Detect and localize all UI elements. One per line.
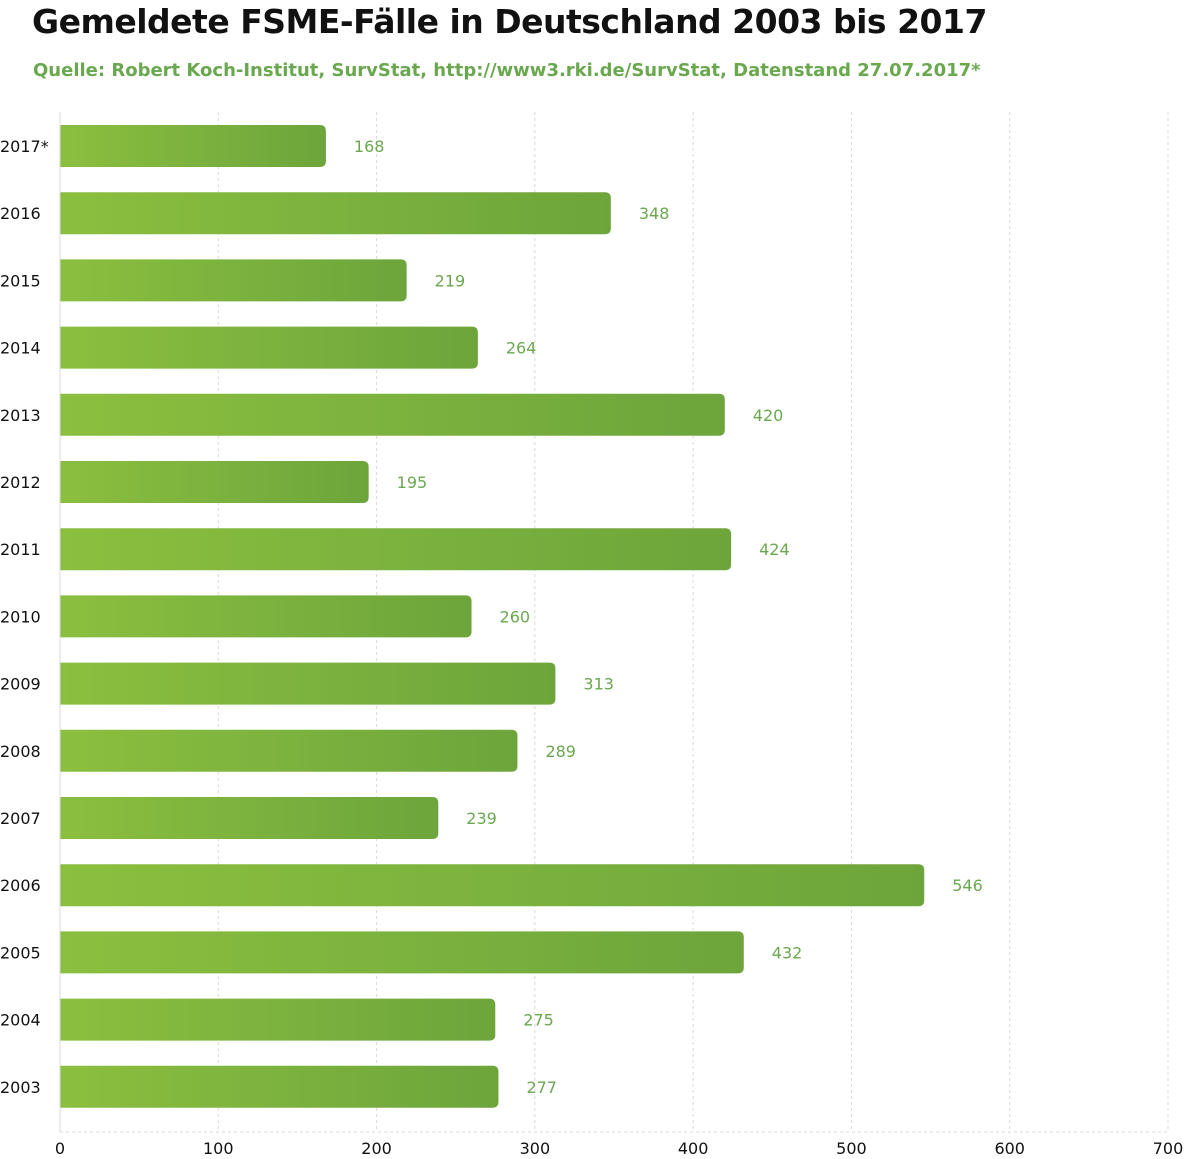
data-label: 219 bbox=[435, 271, 466, 290]
chart-subtitle: Quelle: Robert Koch-Institut, SurvStat, … bbox=[33, 60, 981, 81]
category-label: 2016 bbox=[0, 204, 41, 223]
data-label: 260 bbox=[500, 607, 531, 626]
category-label: 2004 bbox=[0, 1011, 41, 1030]
data-label: 195 bbox=[397, 473, 428, 492]
bar bbox=[60, 931, 744, 974]
category-label: 2005 bbox=[0, 943, 41, 962]
category-label: 2006 bbox=[0, 876, 41, 895]
bar bbox=[60, 125, 326, 167]
data-label: 289 bbox=[545, 742, 576, 761]
bar bbox=[60, 797, 439, 839]
data-label: 168 bbox=[354, 137, 385, 156]
x-tick-label: 200 bbox=[361, 1139, 392, 1158]
category-label: 2017* bbox=[0, 137, 49, 156]
data-label: 348 bbox=[639, 204, 670, 223]
category-label: 2011 bbox=[0, 540, 41, 559]
data-label: 277 bbox=[526, 1078, 557, 1097]
x-axis: 0 100 200 300 400 500 600 700 2017* 2016 2015 2014 2… bbox=[0, 112, 1183, 1158]
data-label: 424 bbox=[759, 540, 790, 559]
data-label: 432 bbox=[772, 943, 803, 962]
data-label: 420 bbox=[753, 406, 784, 425]
x-tick-label: 600 bbox=[994, 1139, 1025, 1158]
bar bbox=[60, 864, 925, 907]
bar bbox=[60, 393, 725, 436]
bar bbox=[60, 998, 496, 1041]
bar bbox=[60, 528, 732, 571]
bar bbox=[60, 461, 369, 503]
bars: 168 348 219 264 420 195 424 260 313 289 239 546 432 2… bbox=[60, 125, 983, 1108]
data-label: 546 bbox=[952, 876, 983, 895]
category-label: 2012 bbox=[0, 473, 41, 492]
bar bbox=[60, 662, 556, 705]
bar bbox=[60, 595, 472, 638]
data-label: 264 bbox=[506, 339, 537, 358]
category-label: 2007 bbox=[0, 809, 41, 828]
x-tick-label: 0 bbox=[55, 1139, 65, 1158]
chart-title: Gemeldete FSME-Fälle in Deutschland 2003… bbox=[32, 2, 987, 41]
category-label: 2003 bbox=[0, 1078, 41, 1097]
x-tick-label: 700 bbox=[1153, 1139, 1184, 1158]
bar bbox=[60, 192, 611, 235]
bar bbox=[60, 326, 478, 369]
data-label: 239 bbox=[466, 809, 497, 828]
category-label: 2013 bbox=[0, 406, 41, 425]
x-tick-label: 300 bbox=[520, 1139, 551, 1158]
category-label: 2010 bbox=[0, 607, 41, 626]
x-tick-label: 500 bbox=[836, 1139, 867, 1158]
category-label: 2014 bbox=[0, 339, 41, 358]
bar bbox=[60, 1065, 499, 1108]
data-label: 313 bbox=[583, 675, 614, 694]
x-tick-label: 400 bbox=[678, 1139, 709, 1158]
data-label: 275 bbox=[523, 1011, 554, 1030]
bar bbox=[60, 259, 407, 302]
category-label: 2008 bbox=[0, 742, 41, 761]
bar bbox=[60, 729, 518, 772]
x-tick-label: 100 bbox=[203, 1139, 234, 1158]
category-label: 2015 bbox=[0, 271, 41, 290]
category-label: 2009 bbox=[0, 675, 41, 694]
